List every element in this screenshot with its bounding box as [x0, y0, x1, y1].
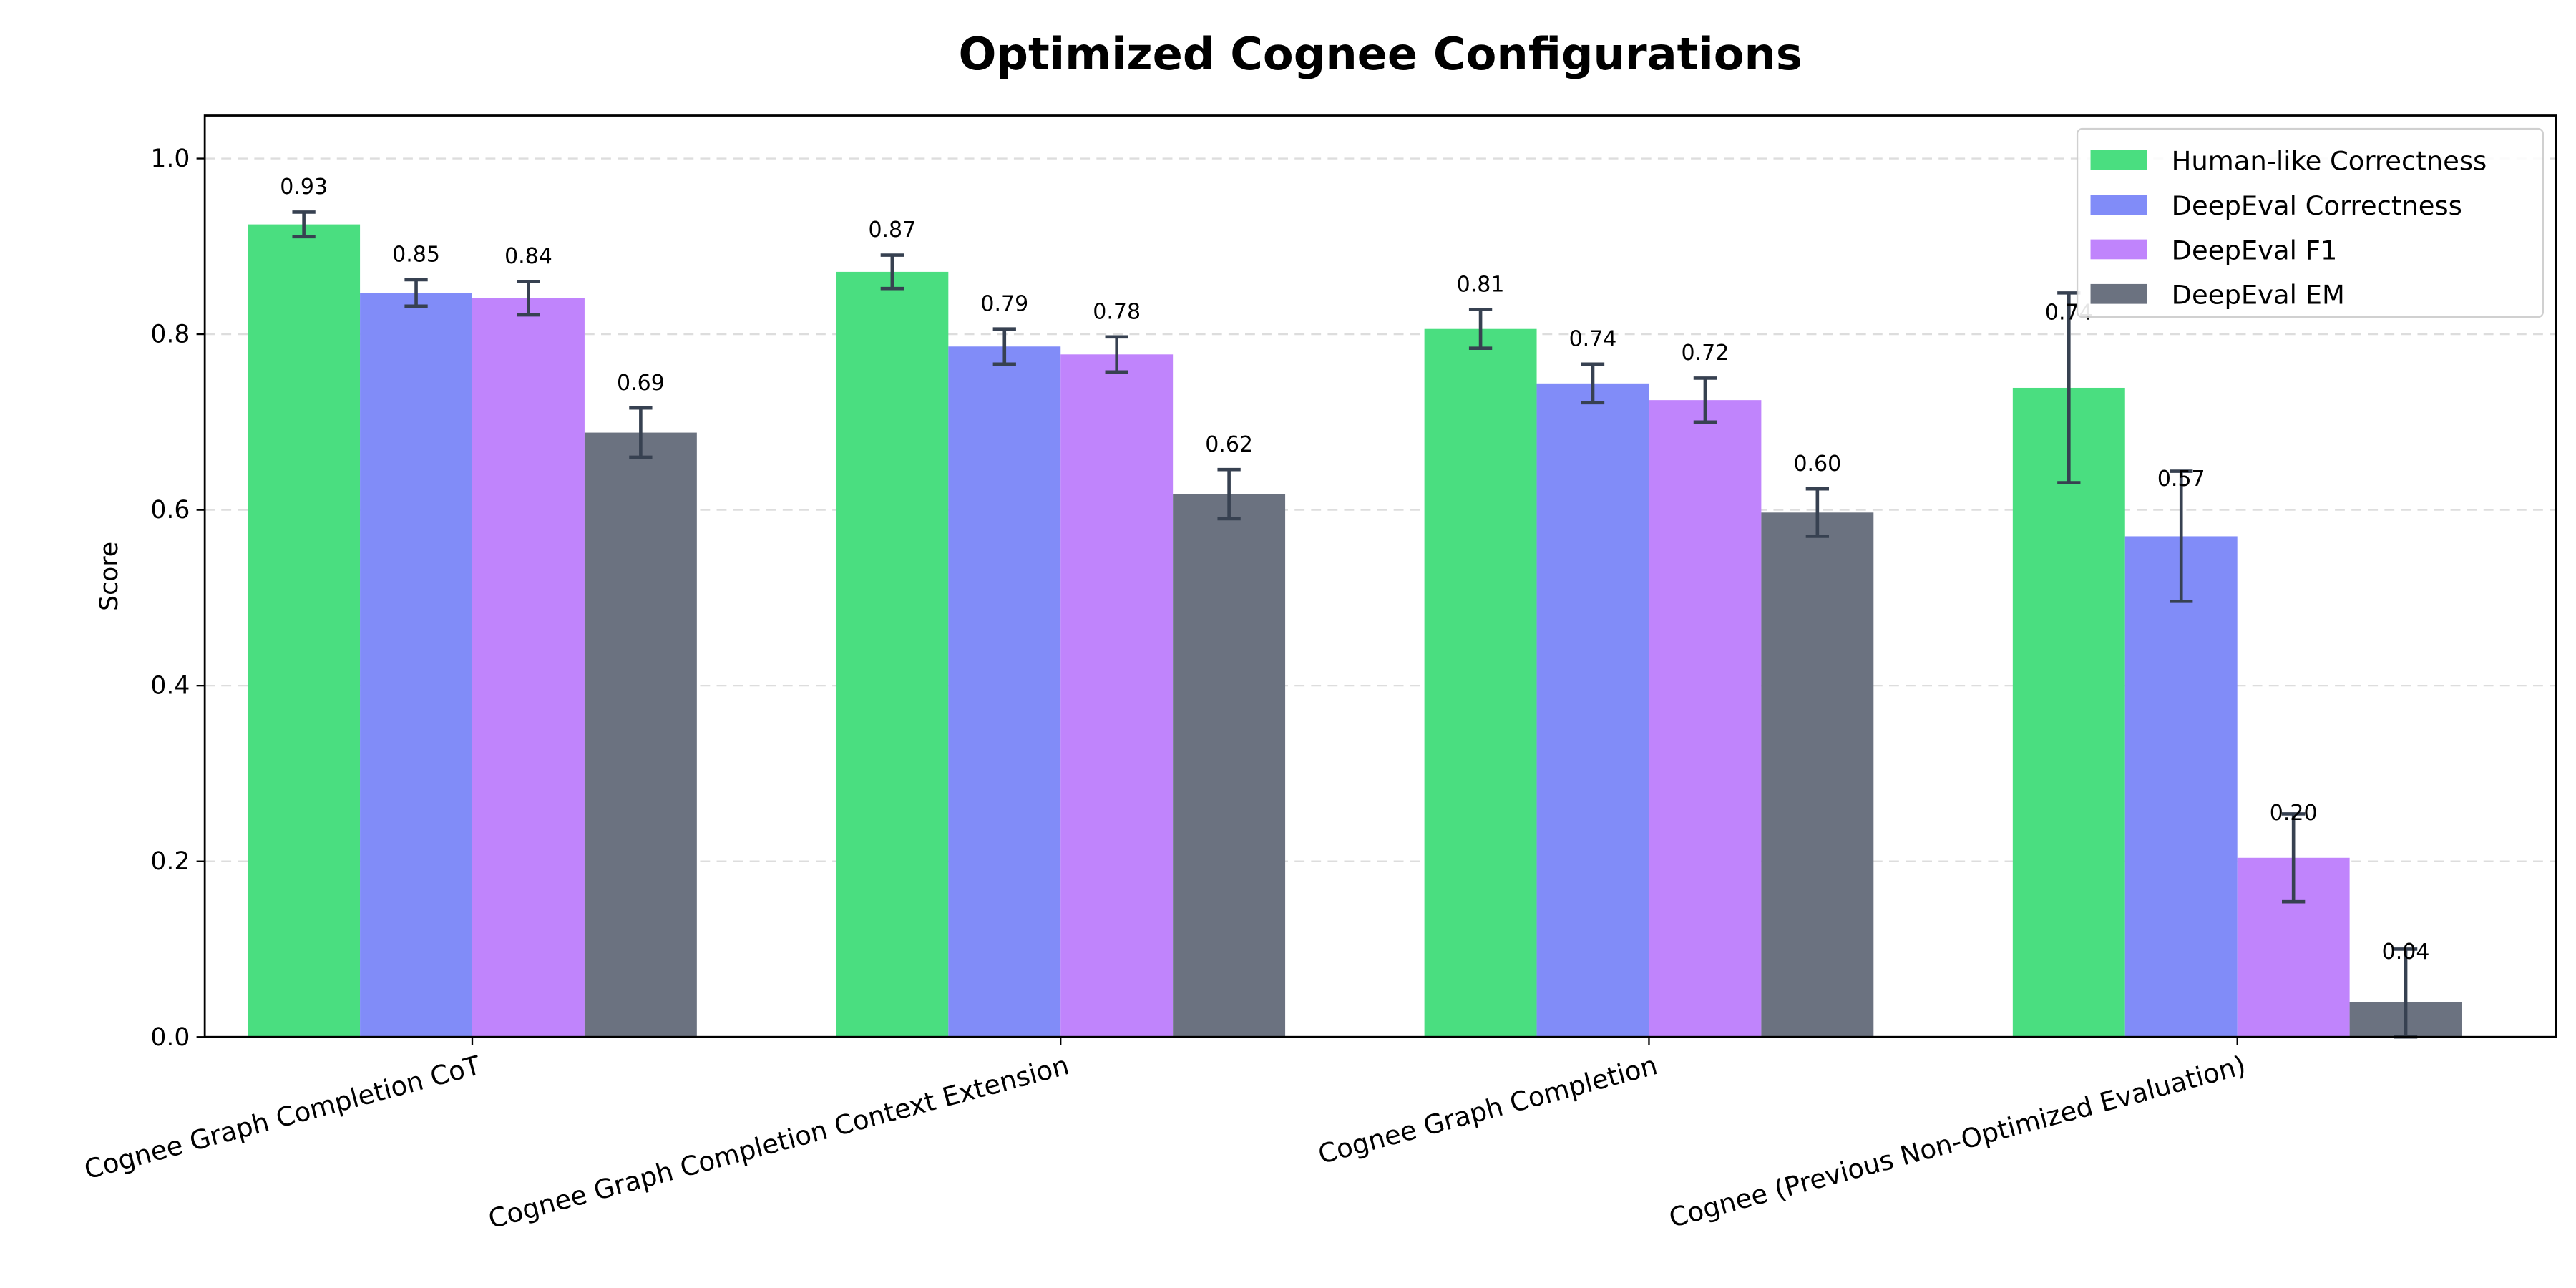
data-label: 0.69	[617, 371, 665, 396]
bar	[472, 298, 585, 1038]
bar	[1424, 328, 1537, 1038]
y-tick-label: 0.4	[150, 672, 190, 701]
data-label: 0.93	[280, 175, 328, 200]
data-label: 0.85	[392, 243, 440, 268]
bar	[1649, 400, 1762, 1038]
bar	[1536, 383, 1649, 1038]
bars: 0.930.870.810.740.850.790.740.570.840.78…	[248, 175, 2462, 1039]
legend-swatch	[2090, 239, 2147, 260]
bar	[948, 346, 1061, 1038]
bar	[248, 224, 361, 1038]
error-bar	[517, 280, 540, 317]
y-tick-label: 0.2	[150, 847, 190, 876]
y-tick-label: 0.8	[150, 321, 190, 349]
x-tick-label: Cognee Graph Completion Context Extensio…	[485, 1050, 1072, 1234]
legend-box	[2076, 127, 2544, 318]
data-label: 0.20	[2270, 801, 2318, 826]
error-bar	[1217, 467, 1241, 521]
error-bar	[2170, 469, 2193, 603]
y-tick-label: 0.0	[150, 1023, 190, 1052]
legend: Human-like Correctness DeepEval Correctne…	[2076, 127, 2544, 318]
error-bar	[404, 278, 428, 308]
error-bar	[1805, 487, 1829, 538]
error-bar	[1581, 362, 1605, 405]
error-bar	[1693, 376, 1717, 424]
error-bar	[1468, 308, 1493, 351]
bar	[836, 271, 949, 1038]
data-label: 0.81	[1457, 272, 1505, 297]
error-bar	[629, 406, 653, 459]
legend-swatch	[2090, 195, 2147, 215]
chart-title: Optimized Cognee Configurations	[958, 28, 1802, 80]
data-label: 0.72	[1682, 341, 1729, 366]
bar	[360, 293, 472, 1038]
error-bar	[880, 253, 904, 291]
data-label: 0.57	[2157, 467, 2205, 492]
x-tick-label: Cognee Graph Completion	[1315, 1050, 1661, 1170]
bar	[2012, 387, 2125, 1038]
plot-frame	[203, 114, 2557, 1038]
legend-label: DeepEval EM	[2172, 280, 2345, 311]
y-tick-label: 1.0	[150, 145, 190, 173]
legend-swatch	[2090, 283, 2147, 304]
data-label: 0.74	[1569, 326, 1617, 351]
legend-swatch	[2090, 150, 2147, 170]
error-bar	[1105, 335, 1128, 374]
data-label: 0.62	[1205, 432, 1253, 457]
legend-label: DeepEval F1	[2172, 235, 2338, 265]
bar	[1060, 354, 1174, 1038]
bar	[1173, 494, 1286, 1038]
data-label: 0.04	[2382, 940, 2430, 965]
data-label: 0.60	[1793, 452, 1841, 477]
x-tick-label: Cognee Graph Completion CoT	[81, 1050, 484, 1186]
bar	[584, 432, 697, 1038]
data-label: 0.78	[1093, 299, 1141, 324]
y-tick-label: 0.6	[150, 496, 190, 525]
data-label: 0.84	[504, 244, 552, 269]
error-bar	[992, 327, 1016, 366]
error-bar	[292, 210, 316, 239]
legend-label: Human-like Correctness	[2172, 146, 2487, 177]
x-tick-label: Cognee (Previous Non-Optimized Evaluatio…	[1666, 1050, 2249, 1234]
data-label: 0.79	[980, 291, 1028, 316]
legend-label: DeepEval Correctness	[2172, 190, 2462, 221]
error-bar	[2282, 812, 2306, 904]
bar	[2124, 536, 2238, 1038]
bar	[1761, 512, 1874, 1038]
y-axis-label: Score	[95, 542, 124, 611]
data-label: 0.87	[868, 218, 916, 243]
